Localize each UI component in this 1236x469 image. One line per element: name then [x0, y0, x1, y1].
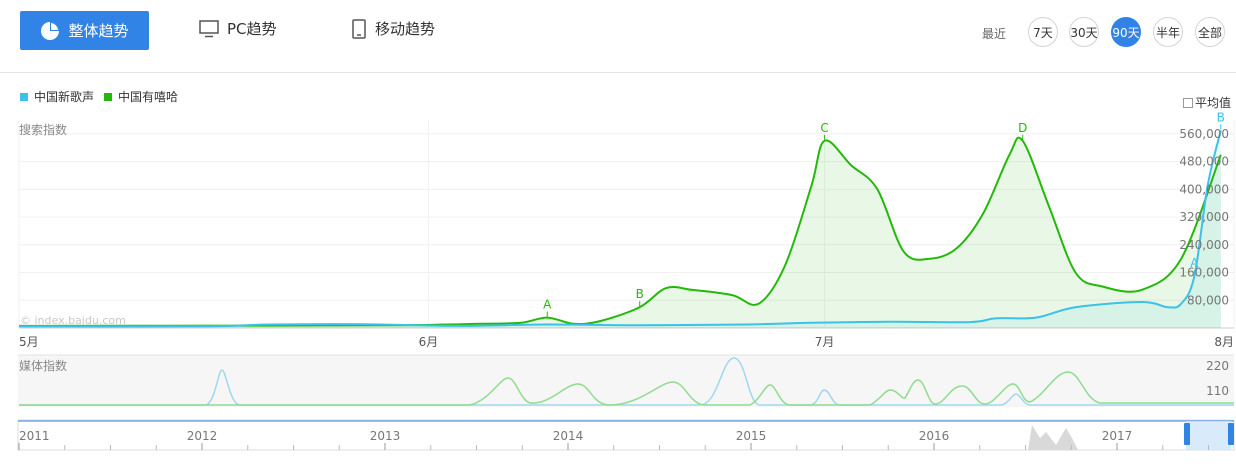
- media-index-label: 媒体指数: [19, 358, 67, 373]
- legend-item-youxiha[interactable]: 中国有嘻哈: [104, 88, 178, 105]
- media-ytick-label: 110: [1206, 384, 1229, 398]
- xtick-label: 8月: [1214, 335, 1234, 349]
- range-30d-button[interactable]: 30天: [1069, 17, 1099, 47]
- legend-label: 中国有嘻哈: [118, 90, 179, 104]
- xtick-label: 7月: [815, 335, 835, 349]
- legend-label: 中国新歌声: [34, 90, 95, 104]
- annotation-b[interactable]: B: [1217, 110, 1225, 124]
- ytick-label: 560,000: [1179, 127, 1229, 141]
- tab-mobile-trend[interactable]: 移动趋势: [351, 18, 435, 39]
- range-half-year-button[interactable]: 半年: [1153, 17, 1183, 47]
- average-label: 平均值: [1195, 96, 1232, 110]
- annotation-d[interactable]: D: [1018, 121, 1027, 135]
- overview-year-label: 2014: [553, 429, 584, 443]
- area-xingeshen: [19, 130, 1221, 328]
- media-line-youxiha: [19, 371, 1234, 406]
- ytick-label: 240,000: [1179, 238, 1229, 252]
- tab-pc-trend[interactable]: PC趋势: [199, 18, 277, 39]
- overview-year-label: 2012: [187, 429, 218, 443]
- overview-year-label: 2011: [19, 429, 50, 443]
- annotation-a[interactable]: A: [543, 298, 552, 312]
- tab-pc-label: PC趋势: [227, 20, 277, 38]
- legend-swatch: [20, 92, 28, 101]
- overview-handle-right[interactable]: [1228, 423, 1234, 445]
- chart-legend: 中国新歌声 中国有嘻哈: [20, 88, 178, 105]
- ytick-label: 480,000: [1179, 155, 1229, 169]
- annotation-b[interactable]: B: [636, 287, 644, 301]
- series-line-youxiha: [18, 136, 1222, 327]
- media-line-xingeshen: [19, 357, 1234, 406]
- media-ytick-label: 220: [1206, 359, 1229, 373]
- search-index-label: 搜索指数: [19, 122, 67, 137]
- tab-overall-label: 整体趋势: [68, 22, 129, 40]
- media-panel-bg: [18, 355, 1234, 407]
- overview-year-label: 2016: [919, 429, 950, 443]
- pie-chart-icon: [41, 21, 60, 40]
- monitor-icon: [199, 19, 219, 37]
- range-7d-button[interactable]: 7天: [1028, 17, 1058, 47]
- series-line-xingeshen: [18, 130, 1222, 328]
- area-youxiha: [19, 137, 1221, 328]
- legend-swatch: [104, 92, 113, 101]
- annotation-c[interactable]: C: [820, 121, 828, 135]
- tab-mobile-label: 移动趋势: [375, 20, 436, 38]
- average-toggle[interactable]: 平均值: [1183, 94, 1231, 111]
- trend-tab-bar: 整体趋势 PC趋势 移动趋势 最近 7天 30天 90天 半年 全部: [0, 0, 1236, 73]
- tab-overall-trend[interactable]: 整体趋势: [20, 11, 149, 50]
- mobile-phone-icon: [352, 18, 366, 39]
- range-90d-button[interactable]: 90天: [1111, 17, 1141, 47]
- xtick-label: 5月: [19, 335, 39, 349]
- ytick-label: 160,000: [1179, 266, 1229, 280]
- overview-year-label: 2017: [1102, 429, 1133, 443]
- ytick-label: 80,000: [1187, 293, 1229, 307]
- range-all-button[interactable]: 全部: [1195, 17, 1225, 47]
- legend-item-xingeshen[interactable]: 中国新歌声: [20, 88, 94, 105]
- watermark: © index.baidu.com: [20, 314, 126, 327]
- overview-navigator[interactable]: [17, 419, 1235, 451]
- overview-area: [1028, 425, 1078, 450]
- average-checkbox[interactable]: [1183, 97, 1193, 108]
- overview-selection[interactable]: [1186, 421, 1231, 450]
- range-label: 最近: [982, 27, 1007, 41]
- annotation-a[interactable]: A: [1190, 256, 1199, 270]
- overview-year-label: 2013: [370, 429, 401, 443]
- ytick-label: 400,000: [1179, 182, 1229, 196]
- overview-year-label: 2015: [736, 429, 767, 443]
- xtick-label: 6月: [419, 335, 439, 349]
- overview-handle-left[interactable]: [1184, 423, 1190, 445]
- ytick-label: 320,000: [1179, 210, 1229, 224]
